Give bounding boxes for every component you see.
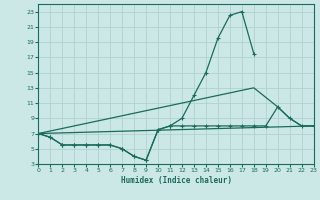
X-axis label: Humidex (Indice chaleur): Humidex (Indice chaleur) xyxy=(121,176,231,185)
